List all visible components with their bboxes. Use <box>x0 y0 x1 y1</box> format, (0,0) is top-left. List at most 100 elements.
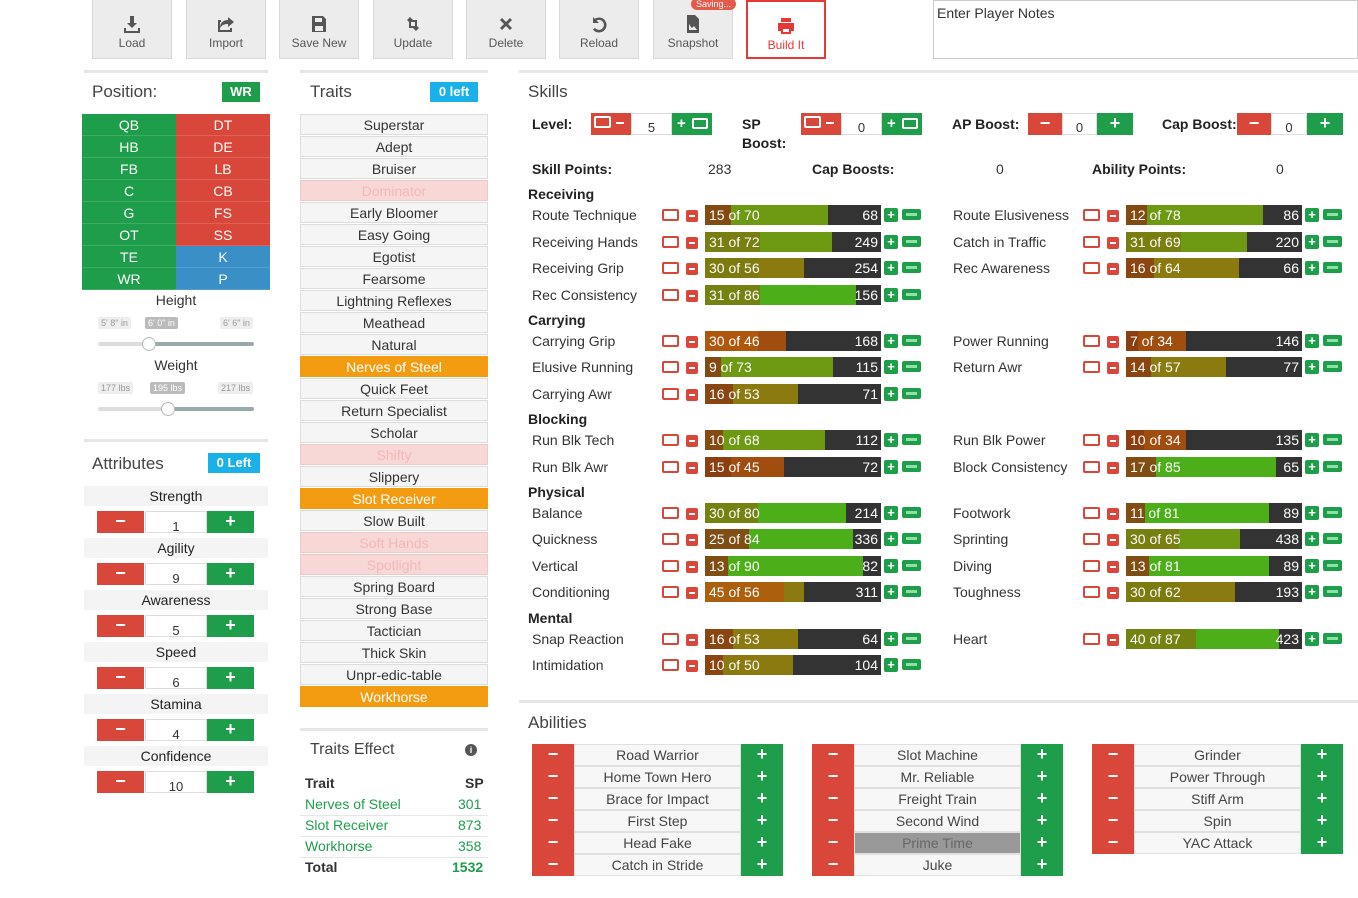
weight-slider-track[interactable] <box>98 407 254 411</box>
skill-quickness-increase-button[interactable]: + <box>884 532 898 546</box>
trait-adept[interactable]: Adept <box>300 136 488 157</box>
ability-slot-machine-add-button[interactable]: + <box>1021 744 1063 766</box>
skill-return-awr-increase-button[interactable]: + <box>1305 360 1319 374</box>
battery-full-icon[interactable] <box>1323 633 1342 644</box>
ability-second-wind[interactable]: Second Wind <box>854 810 1021 832</box>
skill-route-elusiveness-decrease-button[interactable] <box>1107 210 1119 222</box>
ability-mr-reliable[interactable]: Mr. Reliable <box>854 766 1021 788</box>
level-decrease-button[interactable] <box>591 113 631 135</box>
battery-empty-icon[interactable] <box>662 461 679 473</box>
position-g[interactable]: G <box>82 202 176 224</box>
skill-snap-reaction-increase-button[interactable]: + <box>884 632 898 646</box>
skill-run-blk-awr-increase-button[interactable]: + <box>884 460 898 474</box>
position-qb[interactable]: QB <box>82 114 176 136</box>
ability-home-town-hero-add-button[interactable]: + <box>741 766 783 788</box>
battery-full-icon[interactable] <box>902 236 921 247</box>
skill-footwork-increase-button[interactable]: + <box>1305 506 1319 520</box>
trait-slow-built[interactable]: Slow Built <box>300 510 488 531</box>
battery-full-icon[interactable] <box>902 461 921 472</box>
battery-empty-icon[interactable] <box>1083 461 1100 473</box>
attribute-stamina-increase-button[interactable]: + <box>207 719 254 741</box>
ability-head-fake[interactable]: Head Fake <box>574 832 741 854</box>
battery-empty-icon[interactable] <box>1083 335 1100 347</box>
snapshot-button[interactable]: Saving... Snapshot <box>653 0 737 59</box>
battery-empty-icon[interactable] <box>662 388 679 400</box>
ability-prime-time-add-button[interactable]: + <box>1021 832 1063 854</box>
attribute-strength-increase-button[interactable]: + <box>207 511 254 533</box>
battery-full-icon[interactable] <box>902 633 921 644</box>
ability-juke-add-button[interactable]: + <box>1021 854 1063 876</box>
skill-route-technique-decrease-button[interactable] <box>686 210 698 222</box>
skill-receiving-hands-increase-button[interactable]: + <box>884 235 898 249</box>
battery-empty-icon[interactable] <box>1083 236 1100 248</box>
trait-bruiser[interactable]: Bruiser <box>300 158 488 179</box>
ability-slot-machine[interactable]: Slot Machine <box>854 744 1021 766</box>
battery-empty-icon[interactable] <box>662 659 679 671</box>
position-hb[interactable]: HB <box>82 136 176 158</box>
attribute-speed-decrease-button[interactable]: − <box>97 667 144 689</box>
skill-vertical-increase-button[interactable]: + <box>884 559 898 573</box>
battery-full-icon[interactable] <box>1323 209 1342 220</box>
trait-fearsome[interactable]: Fearsome <box>300 268 488 289</box>
skill-run-blk-power-decrease-button[interactable] <box>1107 435 1119 447</box>
ability-freight-train-add-button[interactable]: + <box>1021 788 1063 810</box>
skill-conditioning-decrease-button[interactable] <box>686 587 698 599</box>
sp-boost-increase-button[interactable]: + <box>882 113 922 135</box>
trait-return-specialist[interactable]: Return Specialist <box>300 400 488 421</box>
battery-full-icon[interactable] <box>902 388 921 399</box>
battery-full-icon[interactable] <box>1323 507 1342 518</box>
ability-freight-train[interactable]: Freight Train <box>854 788 1021 810</box>
battery-full-icon[interactable] <box>902 289 921 300</box>
battery-empty-icon[interactable] <box>662 289 679 301</box>
ability-spin-remove-button[interactable]: − <box>1092 810 1134 832</box>
skill-footwork-decrease-button[interactable] <box>1107 508 1119 520</box>
battery-full-icon[interactable] <box>902 586 921 597</box>
trait-tactician[interactable]: Tactician <box>300 620 488 641</box>
skill-toughness-decrease-button[interactable] <box>1107 587 1119 599</box>
ability-catch-in-stride[interactable]: Catch in Stride <box>574 854 741 876</box>
trait-slot-receiver[interactable]: Slot Receiver <box>300 488 488 509</box>
trait-spring-board[interactable]: Spring Board <box>300 576 488 597</box>
trait-easy-going[interactable]: Easy Going <box>300 224 488 245</box>
skill-intimidation-decrease-button[interactable] <box>686 660 698 672</box>
battery-full-icon[interactable] <box>1323 361 1342 372</box>
battery-empty-icon[interactable] <box>1083 586 1100 598</box>
skill-receiving-grip-decrease-button[interactable] <box>686 263 698 275</box>
ability-brace-for-impact-add-button[interactable]: + <box>741 788 783 810</box>
attribute-awareness-increase-button[interactable]: + <box>207 615 254 637</box>
skill-quickness-decrease-button[interactable] <box>686 534 698 546</box>
skill-run-blk-tech-decrease-button[interactable] <box>686 435 698 447</box>
skill-diving-decrease-button[interactable] <box>1107 561 1119 573</box>
info-icon[interactable]: i <box>465 744 477 756</box>
sp-boost-decrease-button[interactable] <box>801 113 841 135</box>
ability-catch-in-stride-add-button[interactable]: + <box>741 854 783 876</box>
position-c[interactable]: C <box>82 180 176 202</box>
position-lb[interactable]: LB <box>176 158 270 180</box>
skill-intimidation-increase-button[interactable]: + <box>884 658 898 672</box>
skill-carrying-grip-decrease-button[interactable] <box>686 336 698 348</box>
skill-run-blk-awr-decrease-button[interactable] <box>686 462 698 474</box>
ability-brace-for-impact[interactable]: Brace for Impact <box>574 788 741 810</box>
ability-second-wind-add-button[interactable]: + <box>1021 810 1063 832</box>
position-fs[interactable]: FS <box>176 202 270 224</box>
ability-power-through[interactable]: Power Through <box>1134 766 1301 788</box>
ability-catch-in-stride-remove-button[interactable]: − <box>532 854 574 876</box>
ability-grinder[interactable]: Grinder <box>1134 744 1301 766</box>
battery-full-icon[interactable] <box>902 335 921 346</box>
skill-receiving-grip-increase-button[interactable]: + <box>884 261 898 275</box>
skill-vertical-decrease-button[interactable] <box>686 561 698 573</box>
battery-full-icon[interactable] <box>902 434 921 445</box>
ability-first-step[interactable]: First Step <box>574 810 741 832</box>
ability-yac-attack-add-button[interactable]: + <box>1301 832 1343 854</box>
attribute-strength-decrease-button[interactable]: − <box>97 511 144 533</box>
position-fb[interactable]: FB <box>82 158 176 180</box>
battery-empty-icon[interactable] <box>662 262 679 274</box>
height-slider-track[interactable] <box>98 342 254 346</box>
ability-stiff-arm-add-button[interactable]: + <box>1301 788 1343 810</box>
trait-nerves-of-steel[interactable]: Nerves of Steel <box>300 356 488 377</box>
skill-run-blk-power-increase-button[interactable]: + <box>1305 433 1319 447</box>
trait-quick-feet[interactable]: Quick Feet <box>300 378 488 399</box>
cap-boost-decrease-button[interactable]: − <box>1237 113 1271 135</box>
skill-route-technique-increase-button[interactable]: + <box>884 208 898 222</box>
position-cb[interactable]: CB <box>176 180 270 202</box>
